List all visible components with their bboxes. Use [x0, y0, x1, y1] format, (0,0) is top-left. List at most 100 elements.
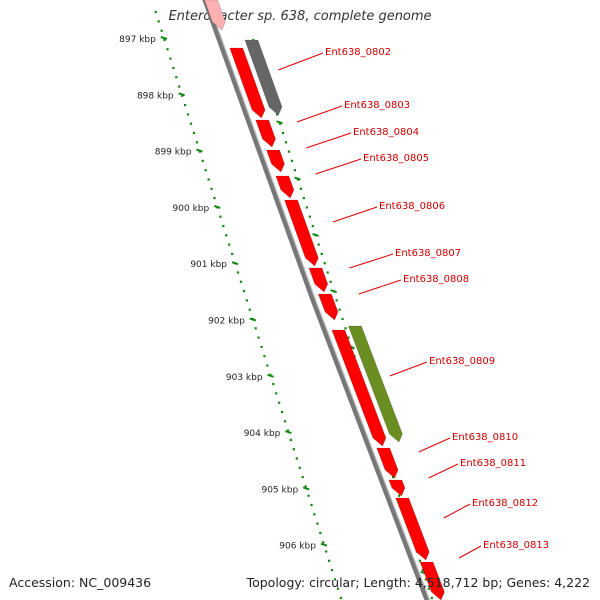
gene-label-Ent638_0807: Ent638_0807: [395, 248, 461, 259]
gene-Ent638_0810: [331, 329, 387, 447]
ruler-tick: [302, 486, 310, 491]
ruler-dot: [313, 513, 316, 516]
ruler-label: 903 kbp: [226, 373, 263, 383]
ruler-dot: [272, 383, 275, 386]
ruler-label: 902 kbp: [208, 317, 245, 327]
ruler-tick: [320, 542, 328, 547]
gene-Ent638_0806: [275, 175, 295, 199]
callout-line: [428, 463, 459, 479]
ruler-dot: [339, 596, 342, 600]
gene-track: [204, 0, 445, 600]
outer-ruler-dot: [392, 476, 395, 479]
outer-ruler-dot: [323, 262, 326, 265]
outer-ruler-dot: [293, 169, 297, 172]
ruler-dot: [275, 392, 278, 395]
outer-ruler-dot: [281, 131, 285, 135]
ruler-label: 900 kbp: [173, 204, 210, 214]
callout-line: [315, 158, 362, 175]
gene-fragment: [419, 561, 445, 600]
ruler-dot: [242, 290, 245, 293]
ruler-dot: [181, 94, 184, 97]
outer-ruler-dot: [418, 559, 422, 562]
outer-ruler-tick: [312, 232, 319, 237]
accession-value: NC_009436: [79, 575, 152, 590]
ruler-tick: [267, 373, 274, 378]
outer-ruler-dot: [326, 271, 329, 274]
callout-line: [278, 52, 324, 71]
ruler-dot: [316, 522, 319, 525]
ruler-dot: [201, 159, 204, 162]
gene-Ent638_0804: [255, 119, 276, 148]
callout-line: [332, 206, 378, 223]
ruler-dot: [186, 113, 190, 116]
ruler-dot: [184, 104, 187, 107]
gene-Ent638_0813: [395, 497, 430, 561]
outer-ruler-dot: [397, 494, 401, 497]
gene-fragment: [204, 0, 226, 31]
ruler-dot: [283, 420, 287, 423]
ruler-label: 905 kbp: [261, 485, 298, 495]
accession-info: Accession: NC_009436: [9, 575, 151, 590]
outer-ruler-dot: [299, 187, 302, 190]
length-value: 4,518,712 bp: [414, 575, 499, 590]
ruler-dot: [263, 355, 266, 358]
outer-ruler-dot: [290, 159, 294, 162]
gene-label-Ent638_0804: Ent638_0804: [353, 127, 419, 138]
outer-ruler-tick: [294, 176, 301, 181]
ruler-tick: [196, 148, 203, 153]
backbone: [202, 0, 431, 600]
gene-label-Ent638_0811: Ent638_0811: [460, 458, 526, 469]
outer-ruler-dot: [338, 308, 341, 311]
callout-line: [296, 105, 343, 123]
gene-Ent638_0809: [347, 325, 403, 443]
ruler-dot: [260, 345, 263, 348]
gene-Ent638_0808: [308, 267, 329, 293]
gene-label-Ent638_0813: Ent638_0813: [483, 540, 549, 551]
callout-line: [389, 361, 428, 377]
outer-ruler-dot: [302, 197, 305, 200]
ruler-dot: [325, 550, 328, 553]
ruler-dot: [189, 122, 193, 125]
ruler-dot: [154, 11, 157, 14]
ruler-dot: [157, 20, 160, 23]
ruler-dot: [207, 178, 210, 181]
ruler-dot: [310, 503, 313, 507]
callout-line: [349, 253, 394, 269]
gene-label-Ent638_0806: Ent638_0806: [379, 201, 445, 212]
callout-line: [358, 279, 402, 295]
outer-ruler-dot: [424, 578, 427, 581]
ruler-dot: [295, 457, 298, 460]
ruler-label: 897 kbp: [119, 35, 156, 45]
outer-ruler-dot: [347, 336, 350, 339]
gene-Ent638_0805: [266, 149, 285, 173]
ruler-label: 906 kbp: [279, 542, 316, 552]
ruler-dot: [213, 197, 216, 200]
gene-label-Ent638_0808: Ent638_0808: [403, 274, 469, 285]
gene-label-Ent638_0809: Ent638_0809: [429, 356, 495, 367]
ruler-dot: [266, 364, 269, 367]
topology-label: Topology:: [246, 575, 306, 590]
ruler-dot: [328, 559, 331, 562]
backbone-line: [202, 0, 430, 600]
outer-ruler-tick: [276, 120, 283, 125]
callout-line: [306, 132, 352, 149]
gene-labels: Ent638_0802 Ent638_0803 Ent638_0804 Ent638_…: [278, 47, 549, 559]
ruler-dot: [292, 448, 295, 451]
ruler-dot: [175, 76, 178, 79]
outer-ruler-tick: [330, 289, 337, 294]
ruler-label: 901 kbp: [190, 260, 227, 270]
outer-ruler-dot: [311, 224, 314, 228]
outer-ruler-dot: [317, 243, 320, 246]
backbone-highlight: [206, 0, 431, 600]
outer-ruler-dot: [421, 569, 424, 572]
gene-label-Ent638_0803: Ent638_0803: [344, 100, 410, 111]
topology-value: circular: [309, 575, 356, 590]
gene-label-Ent638_0802: Ent638_0802: [325, 47, 391, 58]
gene-Ent638_0811: [376, 447, 399, 479]
kbp-ruler: 897 kbp 898 kbp 899 kbp 900 kbp 901 kbp 902 k…: [119, 11, 433, 600]
ruler-dot: [257, 336, 260, 339]
ruler-tick: [160, 36, 168, 40]
ruler-dot: [319, 531, 322, 534]
callout-line: [418, 437, 451, 453]
